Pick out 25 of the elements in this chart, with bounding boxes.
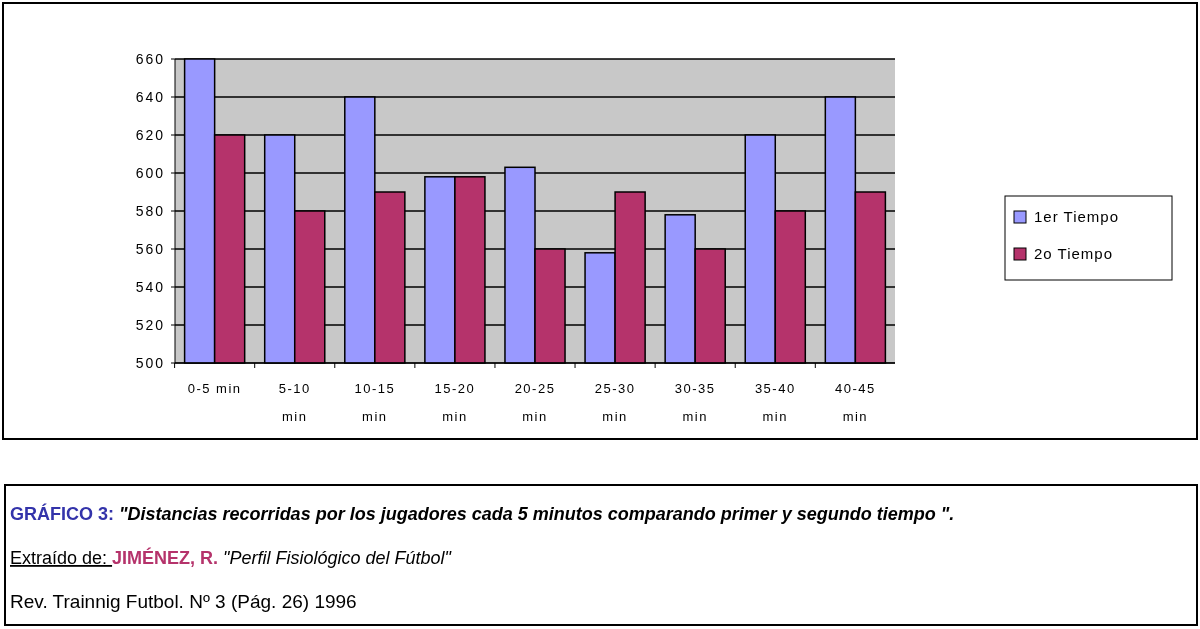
x-tick-label: 30-35 min: [674, 381, 716, 424]
y-tick-label: 660: [135, 50, 165, 67]
x-tick-label: 20-25 min: [514, 381, 556, 424]
y-tick-label: 540: [135, 278, 165, 295]
y-tick-label: 500: [135, 354, 165, 371]
x-tick-label: 40-45 min: [834, 381, 876, 424]
x-tick-label: 15-20 min: [434, 381, 476, 424]
x-tick-label: 25-30 min: [594, 381, 636, 424]
text: GRÁFICO 3:: [10, 503, 120, 524]
x-tick-label: 5-10 min: [278, 381, 311, 424]
x-tick-label: 0-5 min: [187, 381, 242, 396]
y-tick-label: 600: [135, 164, 165, 181]
y-tick-label: 620: [135, 126, 165, 143]
y-tick-label: 520: [135, 316, 165, 333]
text: "Distancias recorridas por los jugadores cada 5 minutos comparando primer y segundo tiempo ".: [119, 504, 955, 524]
x-tick-label: 35-40 min: [754, 381, 796, 424]
legend-label: 2o Tiempo: [1034, 245, 1114, 263]
y-tick-label: 640: [135, 88, 165, 105]
y-tick-label: 560: [135, 240, 165, 257]
legend-label: 1er Tiempo: [1034, 208, 1120, 226]
text: "Perfil Fisiológico del Fútbol": [223, 548, 453, 568]
text: JIMÉNEZ, R.: [112, 547, 224, 568]
x-tick-label: 10-15 min: [354, 381, 396, 424]
y-tick-label: 580: [135, 202, 165, 219]
text: Rev. Trainnig Futbol. Nº 3 (Pág. 26) 1996: [10, 591, 357, 612]
